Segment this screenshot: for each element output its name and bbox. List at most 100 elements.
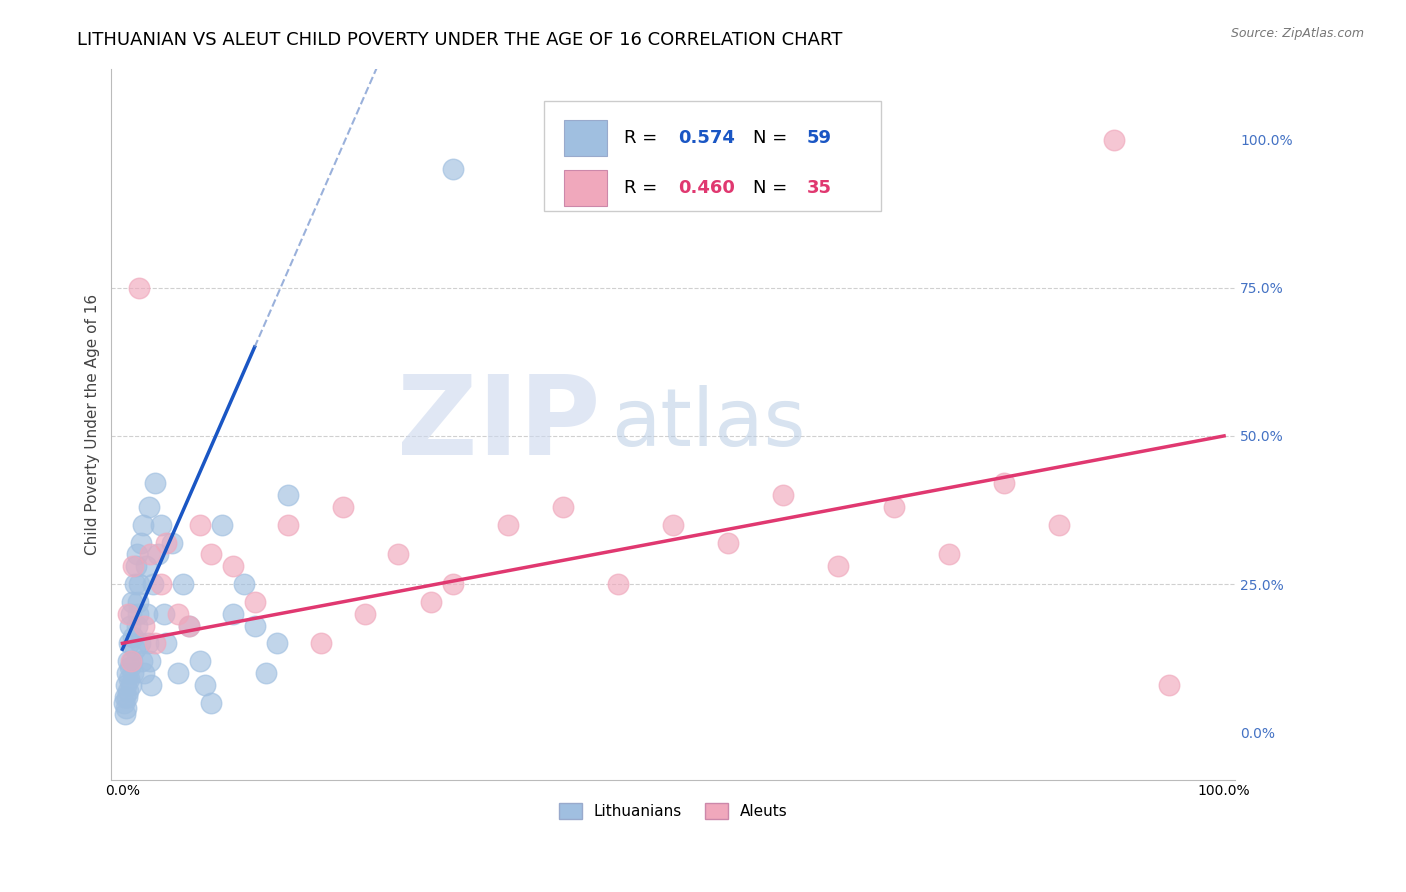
Point (188, 517, 211, 532)
Point (188, 654, 211, 668)
Point (124, 577, 146, 591)
Point (120, 618, 142, 632)
Point (172, 577, 194, 591)
Point (115, 690, 138, 704)
Point (772, 488, 794, 502)
Point (122, 665, 145, 680)
Point (155, 535, 177, 549)
Bar (564, 170, 607, 206)
Legend: Lithuanians, Aleuts: Lithuanians, Aleuts (553, 797, 794, 825)
Point (125, 548, 148, 562)
Point (134, 618, 156, 632)
Point (153, 607, 176, 621)
Point (134, 665, 156, 680)
Y-axis label: Child Poverty Under the Age of 16: Child Poverty Under the Age of 16 (86, 293, 100, 555)
Point (120, 607, 142, 621)
Point (139, 654, 162, 668)
Point (1047, 517, 1070, 532)
Point (177, 618, 200, 632)
Point (221, 607, 243, 621)
Point (128, 281, 150, 295)
Point (115, 665, 138, 680)
Point (177, 618, 200, 632)
Point (387, 548, 409, 562)
Point (155, 636, 177, 650)
Point (200, 548, 222, 562)
Point (496, 517, 519, 532)
Point (607, 577, 630, 591)
Point (883, 500, 905, 514)
Point (149, 517, 172, 532)
Point (166, 607, 188, 621)
Point (221, 559, 243, 574)
Point (200, 696, 222, 710)
Text: LITHUANIAN VS ALEUT CHILD POVERTY UNDER THE AGE OF 16 CORRELATION CHART: LITHUANIAN VS ALEUT CHILD POVERTY UNDER … (77, 31, 842, 49)
Point (717, 535, 740, 549)
Point (118, 636, 141, 650)
Point (124, 559, 146, 574)
Point (277, 488, 299, 502)
Point (129, 535, 152, 549)
Point (114, 678, 136, 692)
Text: R =: R = (624, 129, 662, 147)
Point (1157, 678, 1180, 692)
Point (194, 678, 217, 692)
FancyBboxPatch shape (544, 101, 882, 211)
Point (135, 607, 157, 621)
Point (120, 654, 142, 668)
Point (243, 618, 266, 632)
Point (120, 660, 142, 674)
Point (136, 636, 159, 650)
Point (114, 701, 136, 715)
Point (827, 559, 849, 574)
Point (993, 476, 1015, 491)
Point (211, 517, 233, 532)
Point (254, 665, 277, 680)
Point (114, 707, 136, 722)
Point (551, 500, 574, 514)
Point (277, 517, 299, 532)
Point (662, 517, 685, 532)
Point (122, 559, 145, 574)
Point (142, 577, 165, 591)
Text: R =: R = (624, 179, 662, 197)
Point (118, 672, 141, 686)
Point (166, 665, 188, 680)
Point (139, 678, 162, 692)
Point (419, 595, 441, 609)
Text: atlas: atlas (612, 385, 806, 463)
Text: 0.460: 0.460 (678, 179, 734, 197)
Point (124, 642, 146, 657)
Point (266, 636, 288, 650)
Point (160, 535, 183, 549)
Point (132, 517, 155, 532)
Point (145, 636, 167, 650)
Text: 59: 59 (807, 129, 832, 147)
Text: N =: N = (754, 129, 793, 147)
Bar (564, 120, 607, 156)
Point (353, 607, 375, 621)
Point (139, 548, 162, 562)
Point (117, 654, 139, 668)
Point (112, 696, 135, 710)
Point (138, 500, 160, 514)
Point (127, 607, 149, 621)
Point (145, 476, 167, 491)
Point (1102, 133, 1125, 147)
Point (149, 577, 172, 591)
Point (125, 618, 148, 632)
Point (122, 631, 145, 645)
Point (117, 607, 139, 621)
Point (332, 500, 354, 514)
Point (127, 595, 149, 609)
Text: 0.574: 0.574 (678, 129, 734, 147)
Point (232, 577, 254, 591)
Point (121, 654, 143, 668)
Text: N =: N = (754, 179, 793, 197)
Point (938, 548, 960, 562)
Point (114, 690, 136, 704)
Point (441, 162, 464, 177)
Point (243, 595, 266, 609)
Point (135, 559, 157, 574)
Point (131, 654, 153, 668)
